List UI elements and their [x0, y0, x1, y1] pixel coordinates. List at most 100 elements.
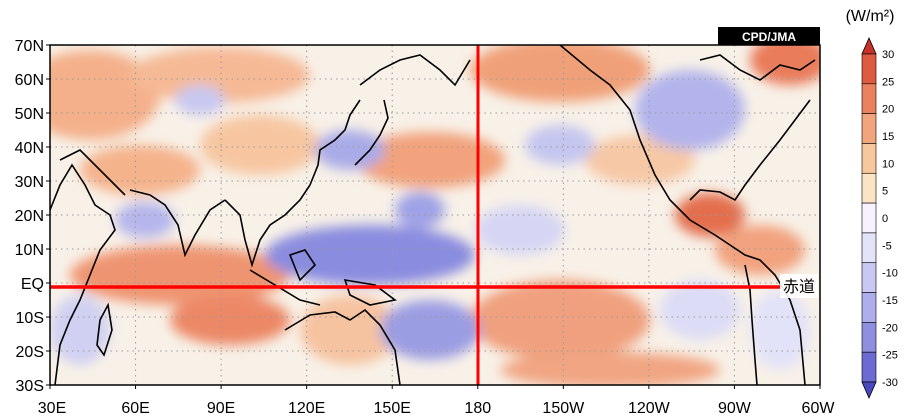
madagascar-coastline	[96, 302, 113, 357]
longitude-label: 90E	[207, 400, 235, 417]
negative-anomaly-area	[395, 192, 445, 228]
indonesia-coastline	[249, 269, 321, 306]
south-america-west-coastline	[744, 264, 758, 385]
negative-anomaly-area	[50, 295, 110, 365]
colorbar-cell	[861, 351, 877, 383]
colorbar-ticks: 30 25 20 15 10 5 0 -5 -10 -15 -20 -25 -30	[882, 49, 898, 389]
equator-label: 赤道	[783, 278, 815, 296]
longitude-label: 180	[464, 400, 491, 417]
latitude-label: 70N	[15, 38, 44, 55]
positive-anomaly-area	[170, 295, 290, 345]
anomaly-shading	[50, 45, 820, 385]
latitude-label: 20S	[16, 344, 44, 361]
latitude-label: 40N	[15, 140, 44, 157]
russia-pacific-coastline	[359, 54, 471, 87]
credit-label: CPD/JMA	[742, 30, 796, 44]
longitude-label: 30E	[38, 400, 66, 417]
negative-anomaly-area	[175, 85, 225, 115]
anomaly-map: CPD/JMA 赤道 70N 60N 50N 40N 30N 20N 10N EQ 10S 20S…	[15, 27, 836, 417]
positive-anomaly-area	[470, 280, 650, 360]
colorbar-tick-label: 25	[882, 76, 894, 88]
east-asia-coastline	[309, 99, 361, 186]
longitude-labels: 30E 60E 90E 120E 150E 180 150W 120W 90W 60W	[38, 385, 836, 417]
colorbar-cell	[861, 53, 877, 85]
positive-anomaly-area	[500, 352, 720, 385]
positive-anomaly-area	[470, 45, 650, 102]
longitude-label: 150W	[542, 400, 585, 417]
arctic-coastline	[699, 54, 816, 81]
colorbar-tick-label: 15	[882, 131, 894, 143]
negative-anomaly-area	[660, 280, 740, 340]
negative-anomaly-area	[475, 205, 565, 255]
colorbar-min-extension	[861, 381, 877, 399]
colorbar-cell	[861, 322, 877, 353]
credit-box	[718, 27, 820, 45]
australia-coastline	[284, 308, 401, 385]
colorbar-cell	[861, 172, 877, 204]
positive-anomaly-area	[715, 225, 805, 275]
colorbar-tick-label: -5	[882, 240, 892, 252]
southeast-asia-coastline	[224, 184, 311, 268]
latitude-label: 20N	[15, 208, 44, 225]
positive-anomaly-area	[355, 132, 505, 188]
latitude-label: 10N	[15, 242, 44, 259]
longitude-label: 120W	[628, 400, 671, 417]
longitude-label: 150E	[374, 400, 411, 417]
coastlines	[50, 45, 816, 385]
south-america-coastline	[729, 244, 806, 385]
colorbar-cells	[861, 37, 877, 399]
longitude-label: 90W	[718, 400, 752, 417]
colorbar-tick-label: 10	[882, 158, 894, 170]
negative-anomaly-area	[750, 290, 810, 370]
negative-anomaly-area	[315, 130, 385, 170]
colorbar-cell	[861, 202, 877, 234]
longitude-label: 60E	[121, 400, 149, 417]
positive-anomaly-area	[200, 115, 320, 175]
north-america-coastline	[559, 45, 731, 246]
latitude-label: 30N	[15, 174, 44, 191]
colorbar-tick-label: 30	[882, 49, 894, 61]
new-guinea-coastline	[343, 278, 397, 306]
latitude-label: 50N	[15, 106, 44, 123]
colorbar-cell	[861, 292, 877, 323]
colorbar-max-extension	[861, 37, 877, 55]
japan-coastline	[354, 99, 389, 166]
longitude-label: 60W	[802, 400, 836, 417]
colorbar-tick-label: -20	[882, 322, 898, 334]
colorbar-unit: (W/m²)	[846, 8, 895, 25]
negative-anomaly-area	[265, 225, 475, 285]
arabia-coastline	[59, 149, 126, 196]
negative-anomaly-area	[635, 70, 745, 150]
latitude-labels: 70N 60N 50N 40N 30N 20N 10N EQ 10S 20S 30S	[15, 38, 50, 395]
negative-anomaly-area	[115, 202, 175, 238]
positive-anomaly-area	[80, 145, 200, 195]
latitude-label: 60N	[15, 72, 44, 89]
colorbar-tick-label: -25	[882, 350, 898, 362]
positive-anomaly-area	[130, 47, 310, 103]
negative-anomaly-area	[525, 125, 595, 165]
colorbar-cell	[861, 262, 877, 293]
latitude-label: 30S	[16, 378, 44, 395]
positive-anomaly-area	[70, 245, 290, 305]
latitude-label: EQ	[21, 276, 44, 293]
africa-coastline	[50, 163, 116, 385]
colorbar-cell	[861, 113, 877, 144]
latitude-label: 10S	[16, 310, 44, 327]
graticule	[50, 45, 820, 385]
colorbar-tick-label: 5	[882, 186, 888, 198]
india-coastline	[129, 189, 226, 258]
negative-anomaly-area	[380, 300, 480, 360]
borneo-coastline	[288, 249, 317, 282]
colorbar-tick-label: -10	[882, 268, 898, 280]
longitude-label: 120E	[288, 400, 325, 417]
colorbar-cell	[861, 232, 877, 264]
colorbar-tick-label: 0	[882, 213, 888, 225]
gulf-coastline	[689, 99, 811, 202]
colorbar-tick-label: -30	[882, 377, 898, 389]
colorbar-cell	[861, 83, 877, 114]
equator-label-box	[780, 274, 818, 298]
colorbar-cell	[861, 143, 877, 174]
colorbar: (W/m²) 30 25 20 15 10 5 0 -5 -10 -15 -20 -25 -30	[846, 8, 898, 399]
